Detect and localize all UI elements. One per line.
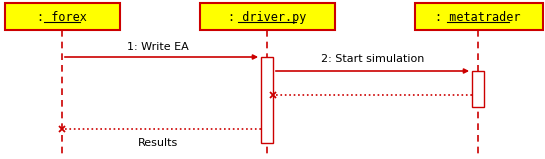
Text: : metatrader: : metatrader — [435, 11, 521, 24]
Bar — [5, 3, 120, 30]
Text: 1: Write EA: 1: Write EA — [127, 42, 189, 52]
Bar — [200, 3, 335, 30]
Text: : forex: : forex — [37, 11, 87, 24]
Bar — [472, 71, 484, 107]
Text: Results: Results — [138, 138, 178, 148]
Text: : driver.py: : driver.py — [228, 11, 306, 24]
Text: 2: Start simulation: 2: Start simulation — [322, 54, 425, 64]
Bar — [261, 57, 273, 143]
Bar — [415, 3, 543, 30]
